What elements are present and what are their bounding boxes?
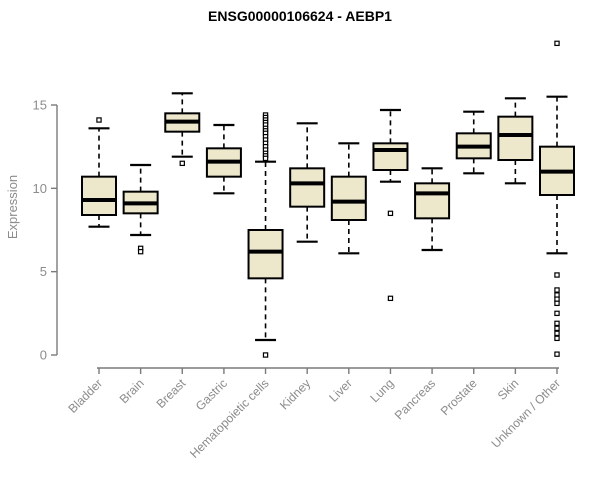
boxplot-breast	[164, 92, 201, 167]
x-tick-label: Skin	[495, 376, 522, 403]
plot-area: 0 5 10 15 Bladder Brain Breast GastricHematopoi…	[33, 40, 575, 461]
iqr-box	[247, 229, 284, 280]
boxplot-kidney	[289, 122, 326, 243]
iqr-box	[330, 175, 367, 222]
boxplot-brain	[122, 163, 159, 255]
outlier-point	[262, 155, 269, 162]
iqr-box	[497, 115, 534, 161]
boxplot-gastric	[205, 123, 242, 195]
y-axis-label: Expression	[5, 175, 20, 239]
y-tick-label: 15	[33, 98, 47, 113]
x-tick-label: Bladder	[66, 376, 106, 416]
outlier-point	[387, 295, 394, 302]
boxplot-skin	[497, 97, 534, 185]
chart-title: ENSG00000106624 - AEBP1	[208, 8, 392, 24]
x-tick-label: Liver	[326, 376, 355, 405]
outlier-point	[554, 320, 560, 327]
x-tick-label: Kidney	[277, 376, 314, 413]
iqr-box	[81, 175, 117, 217]
x-tick-label: Brain	[117, 376, 147, 406]
boxplot-bladder	[81, 117, 117, 228]
y-tick-label: 5	[40, 264, 47, 279]
outlier-point	[554, 335, 560, 342]
boxplot-lung	[372, 108, 409, 302]
boxplot-hematopoietic-cells	[247, 112, 284, 358]
boxplot-pancreas	[414, 167, 451, 252]
outlier-point	[554, 310, 560, 317]
outlier-point	[554, 351, 560, 357]
outlier-point	[554, 287, 560, 293]
outlier-point	[137, 248, 144, 255]
outlier-point	[387, 210, 394, 217]
iqr-box	[372, 142, 409, 171]
y-tick-label: 0	[40, 348, 47, 363]
outlier-point	[96, 117, 102, 123]
iqr-box	[289, 167, 326, 208]
x-tick-label: Prostate	[438, 376, 480, 418]
y-tick-label: 10	[33, 181, 47, 196]
boxplot-prostate	[455, 110, 492, 175]
outlier-point	[554, 330, 560, 337]
iqr-box	[414, 182, 451, 220]
outlier-point	[554, 272, 560, 278]
outlier-point	[554, 300, 560, 307]
boxplot-liver	[330, 142, 367, 255]
x-tick-label: Lung	[367, 376, 396, 405]
outlier-point	[554, 40, 560, 47]
outlier-point	[179, 160, 185, 167]
outlier-point	[262, 352, 269, 358]
outlier-point	[554, 325, 560, 332]
x-tick-label: Hematopoietic cells	[187, 376, 272, 461]
x-tick-label: Pancreas	[392, 376, 438, 422]
boxplot-unknown-other	[539, 40, 575, 357]
x-tick-label: Gastric	[193, 376, 230, 413]
x-tick-label: Breast	[154, 376, 189, 411]
